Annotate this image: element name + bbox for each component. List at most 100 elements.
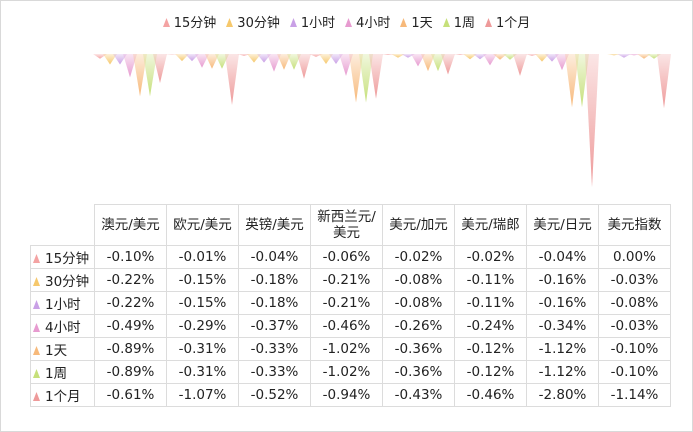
table-cell: -0.15% bbox=[166, 291, 239, 315]
legend-item[interactable]: 1个月 bbox=[484, 12, 531, 31]
spike-mark[interactable] bbox=[205, 54, 219, 69]
table-cell: -0.03% bbox=[598, 314, 671, 338]
table-cell: -0.04% bbox=[238, 245, 311, 269]
spike-mark[interactable] bbox=[535, 54, 549, 62]
table-cell: -0.49% bbox=[94, 314, 167, 338]
row-header: 4小时 bbox=[30, 314, 95, 338]
legend-label: 1小时 bbox=[300, 16, 336, 31]
table-cell: -0.06% bbox=[310, 245, 383, 269]
row-header: 30分钟 bbox=[30, 268, 95, 292]
spike-mark[interactable] bbox=[401, 54, 415, 58]
legend-label: 1天 bbox=[411, 16, 433, 31]
spike-mark[interactable] bbox=[421, 54, 435, 72]
spike-mark[interactable] bbox=[473, 54, 487, 60]
spike-mark[interactable] bbox=[411, 54, 425, 67]
spike-mark[interactable] bbox=[607, 54, 621, 56]
table-cell: -0.16% bbox=[526, 268, 599, 292]
legend-item[interactable]: 1小时 bbox=[289, 12, 336, 31]
spike-mark[interactable] bbox=[657, 54, 671, 109]
table-cell: -0.26% bbox=[382, 314, 455, 338]
row-label: 1小时 bbox=[45, 297, 81, 313]
row-marker-icon bbox=[33, 366, 40, 382]
table-cell: -1.02% bbox=[310, 337, 383, 361]
spike-mark[interactable] bbox=[103, 54, 117, 65]
spike-mark[interactable] bbox=[359, 54, 373, 103]
table-cell: -2.80% bbox=[526, 383, 599, 407]
legend-label: 1个月 bbox=[495, 16, 531, 31]
table-cell: -0.12% bbox=[454, 337, 527, 361]
spike-mark[interactable] bbox=[277, 54, 291, 70]
row-marker-icon bbox=[33, 389, 40, 405]
chart-legend: 15分钟 30分钟 1小时 4小时 1天 1周 1个月 bbox=[0, 12, 693, 31]
spike-mark[interactable] bbox=[247, 54, 261, 63]
spike-mark[interactable] bbox=[565, 54, 579, 108]
spike-mark[interactable] bbox=[637, 54, 651, 59]
table-header-row: 澳元/美元 欧元/美元 英镑/美元 新西兰元/美元 美元/加元 美元/瑞郎 美元/日元 美元指… bbox=[30, 204, 671, 246]
spike-mark[interactable] bbox=[123, 54, 137, 78]
table-row: 1个月 -0.61% -1.07% -0.52% -0.94% -0.43% -0.46% -… bbox=[30, 383, 671, 407]
legend-marker-icon bbox=[400, 16, 408, 31]
table-cell: -0.11% bbox=[454, 268, 527, 292]
table-cell: -1.02% bbox=[310, 360, 383, 384]
spike-mark[interactable] bbox=[143, 54, 157, 97]
spike-mark[interactable] bbox=[339, 54, 353, 76]
spike-mark[interactable] bbox=[329, 54, 343, 64]
legend-item[interactable]: 15分钟 bbox=[162, 12, 216, 31]
spike-mark[interactable] bbox=[575, 54, 589, 108]
row-label: 1个月 bbox=[45, 389, 81, 405]
spike-mark[interactable] bbox=[441, 54, 455, 75]
legend-item[interactable]: 30分钟 bbox=[226, 12, 280, 31]
legend-item[interactable]: 1天 bbox=[400, 12, 433, 31]
spike-mark[interactable] bbox=[133, 54, 147, 97]
table-cell: -0.02% bbox=[454, 245, 527, 269]
row-label: 4小时 bbox=[45, 320, 81, 336]
table-cell: -0.46% bbox=[310, 314, 383, 338]
spike-mark[interactable] bbox=[225, 54, 239, 105]
table-cell: -0.08% bbox=[382, 291, 455, 315]
table-cell: -0.08% bbox=[598, 291, 671, 315]
spike-mark[interactable] bbox=[431, 54, 445, 72]
spike-mark[interactable] bbox=[493, 54, 507, 60]
spike-mark[interactable] bbox=[483, 54, 497, 66]
spike-mark[interactable] bbox=[617, 54, 631, 58]
column-header: 美元/加元 bbox=[382, 204, 455, 246]
table-row: 1天 -0.89% -0.31% -0.33% -1.02% -0.36% -0.12% -1… bbox=[30, 337, 671, 361]
spike-mark[interactable] bbox=[349, 54, 363, 103]
table-cell: -0.43% bbox=[382, 383, 455, 407]
table-cell: -0.24% bbox=[454, 314, 527, 338]
spike-mark[interactable] bbox=[319, 54, 333, 64]
spike-mark[interactable] bbox=[267, 54, 281, 72]
table-cell: -0.22% bbox=[94, 268, 167, 292]
legend-item[interactable]: 4小时 bbox=[345, 12, 390, 31]
spike-mark[interactable] bbox=[113, 54, 127, 65]
spike-mark[interactable] bbox=[585, 54, 599, 188]
spike-mark[interactable] bbox=[555, 54, 569, 71]
spike-mark[interactable] bbox=[287, 54, 301, 70]
spike-mark[interactable] bbox=[175, 54, 189, 62]
spike-mark[interactable] bbox=[627, 54, 641, 56]
spike-mark[interactable] bbox=[463, 54, 477, 60]
spike-mark[interactable] bbox=[153, 54, 167, 84]
spike-mark[interactable] bbox=[257, 54, 271, 63]
table-cell: 0.00% bbox=[598, 245, 671, 269]
table-cell: -0.10% bbox=[94, 245, 167, 269]
spike-mark[interactable] bbox=[185, 54, 199, 62]
table-cell: -0.33% bbox=[238, 360, 311, 384]
table-row: 30分钟 -0.22% -0.15% -0.18% -0.21% -0.08% -0.11%… bbox=[30, 268, 671, 292]
row-header: 1小时 bbox=[30, 291, 95, 315]
spike-mark[interactable] bbox=[369, 54, 383, 99]
spike-mark[interactable] bbox=[391, 54, 405, 58]
spike-mark[interactable] bbox=[195, 54, 209, 68]
row-marker-icon bbox=[33, 320, 40, 336]
spike-mark[interactable] bbox=[545, 54, 559, 62]
row-marker-icon bbox=[33, 274, 40, 290]
spike-mark[interactable] bbox=[215, 54, 229, 69]
legend-marker-icon bbox=[484, 16, 492, 31]
legend-item[interactable]: 1周 bbox=[442, 12, 475, 31]
spike-mark[interactable] bbox=[297, 54, 311, 79]
table-cell: -1.14% bbox=[598, 383, 671, 407]
table-cell: -0.94% bbox=[310, 383, 383, 407]
spike-mark[interactable] bbox=[513, 54, 527, 76]
column-header: 欧元/美元 bbox=[166, 204, 239, 246]
spike-mark[interactable] bbox=[93, 54, 107, 59]
